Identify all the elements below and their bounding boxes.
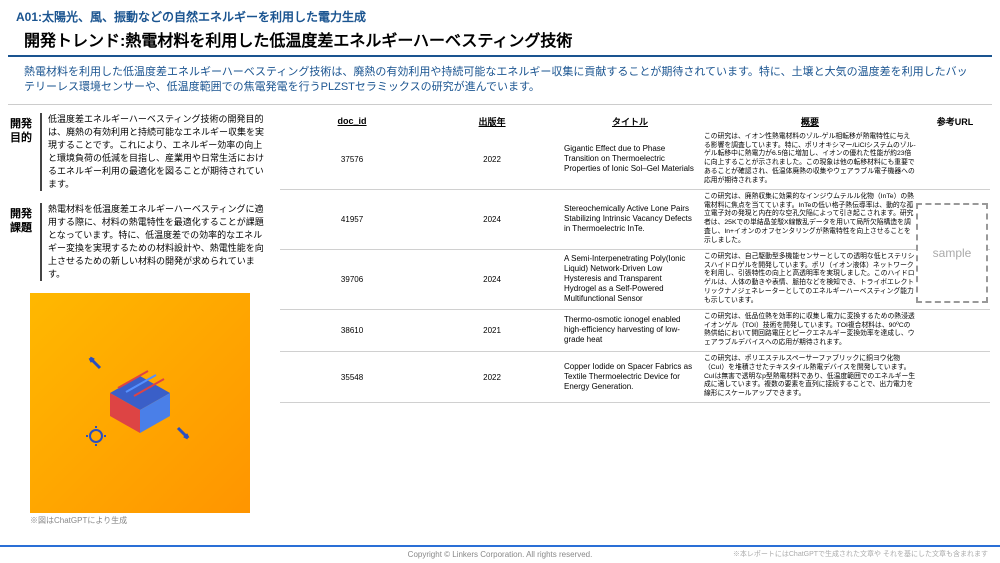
image-caption: ※図はChatGPTにより生成 [10,513,270,526]
cell-docid: 38610 [280,309,424,351]
col-header: doc_id [280,113,424,130]
table-row: 386102021Thermo-osmotic ionogel enabled … [280,309,990,351]
cell-docid: 35548 [280,352,424,403]
col-header: タイトル [560,113,700,130]
section-label: 開発課題 [10,203,40,281]
cell-summary: この研究は、低品位熱を効率的に収集し電力に変換するための熱浸透イオンゲル（TOI… [700,309,920,351]
cell-url [920,309,990,351]
cell-title: Thermo-osmotic ionogel enabled high-effi… [560,309,700,351]
cell-docid: 39706 [280,249,424,309]
cell-year: 2024 [424,189,560,249]
col-header: 概要 [700,113,920,130]
table-row: 419572024Stereochemically Active Lone Pa… [280,189,990,249]
cell-url [920,352,990,403]
category-label: A01:太陽光、風、振動などの自然エネルギーを利用した電力生成 [0,0,1000,27]
section-text: 熱電材料を低温度差エネルギーハーベスティングに適用する際に、材料の熱電特性を最適… [40,203,270,281]
cell-title: Stereochemically Active Lone Pairs Stabi… [560,189,700,249]
col-header: 出版年 [424,113,560,130]
cell-docid: 41957 [280,189,424,249]
cell-year: 2024 [424,249,560,309]
page-title: 開発トレンド:熱電材料を利用した低温度差エネルギーハーベスティング技術 [8,27,992,57]
right-column: doc_id出版年タイトル概要参考URL 375762022Gigantic E… [280,113,990,527]
section-text: 低温度差エネルギーハーベスティング技術の開発目的は、廃熱の有効利用と持続可能なエ… [40,113,270,191]
left-column: 開発目的低温度差エネルギーハーベスティング技術の開発目的は、廃熱の有効利用と持続… [10,113,270,527]
section: 開発目的低温度差エネルギーハーベスティング技術の開発目的は、廃熱の有効利用と持続… [10,113,270,191]
cell-title: Copper Iodide on Spacer Fabrics as Texti… [560,352,700,403]
content-area: 開発目的低温度差エネルギーハーベスティング技術の開発目的は、廃熱の有効利用と持続… [0,105,1000,527]
table-row: 397062024A Semi-Interpenetrating Poly(Io… [280,249,990,309]
cell-year: 2022 [424,352,560,403]
section: 開発課題熱電材料を低温度差エネルギーハーベスティングに適用する際に、材料の熱電特… [10,203,270,281]
footer-note: ※本レポートにはChatGPTで生成された文章や それを基にした文章も含まれます [733,549,988,559]
summary-text: 熱電材料を利用した低温度差エネルギーハーベスティング技術は、廃熱の有効利用や持続… [8,61,992,105]
cell-summary: この研究は、自己駆動型多機能センサーとしての透明な低ヒステリシスハイドロゲルを開… [700,249,920,309]
illustration [30,293,250,513]
table-row: 375762022Gigantic Effect due to Phase Tr… [280,130,990,189]
cell-summary: この研究は、イオン性熱電材料のゾル-ゲル相転移が熱電特性に与える影響を調査してい… [700,130,920,189]
cell-year: 2021 [424,309,560,351]
cell-title: A Semi-Interpenetrating Poly(Ionic Liqui… [560,249,700,309]
section-label: 開発目的 [10,113,40,191]
cell-year: 2022 [424,130,560,189]
cell-url [920,130,990,189]
cell-summary: この研究は、ポリエステルスペーサーファブリックに銅ヨウ化物（CuI）を堆積させた… [700,352,920,403]
sample-placeholder: sample [916,203,988,303]
col-header: 参考URL [920,113,990,130]
cell-docid: 37576 [280,130,424,189]
table-row: 355482022Copper Iodide on Spacer Fabrics… [280,352,990,403]
data-table: doc_id出版年タイトル概要参考URL 375762022Gigantic E… [280,113,990,403]
cell-title: Gigantic Effect due to Phase Transition … [560,130,700,189]
cell-summary: この研究は、廃熱収集に効果的なインジウムテルル化物（InTe）の熱電材料に焦点を… [700,189,920,249]
